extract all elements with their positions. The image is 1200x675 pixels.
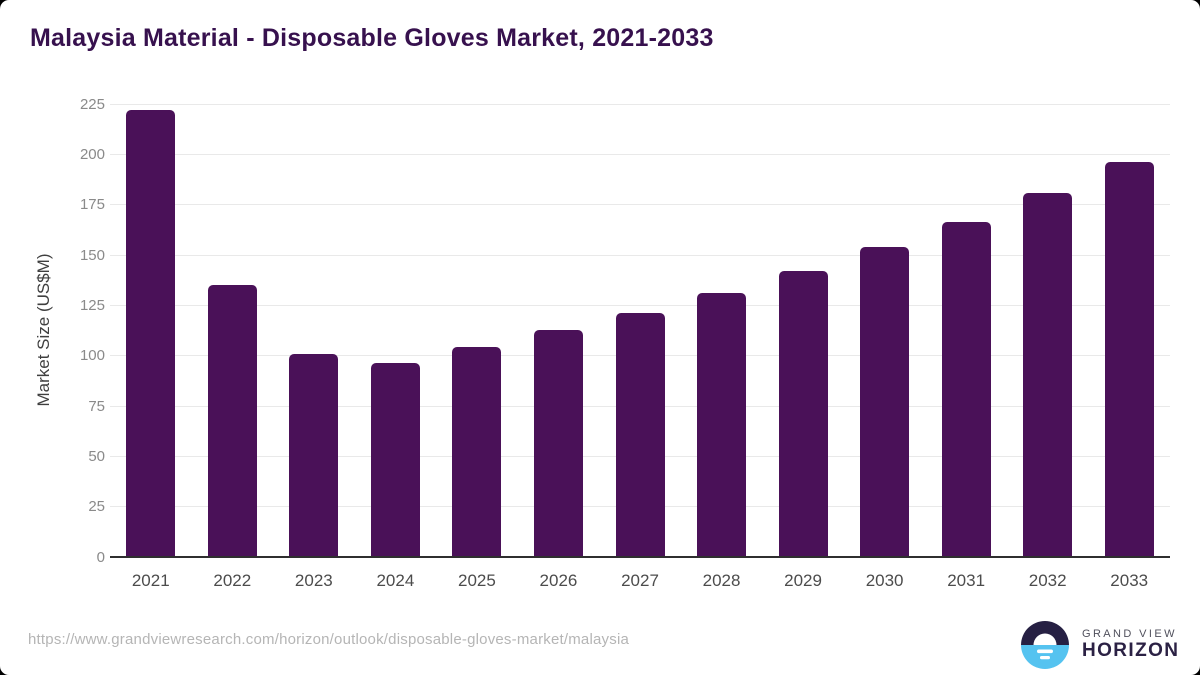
- x-tick-label: 2023: [294, 571, 333, 590]
- bar-2029: [778, 271, 828, 557]
- x-tick-label: 2027: [621, 571, 659, 590]
- y-tick-label: 125: [79, 296, 105, 314]
- y-tick-label: 150: [79, 246, 105, 264]
- bar-2032: [1023, 193, 1073, 557]
- x-tick-label: 2028: [702, 571, 741, 590]
- bar-2023: [289, 353, 339, 557]
- x-axis-line: [110, 556, 1170, 558]
- bar-2021: [126, 110, 176, 557]
- x-tick-label: 2026: [539, 571, 578, 590]
- x-tick-label: 2033: [1110, 571, 1149, 590]
- bar-2026: [533, 330, 583, 557]
- gridline: [110, 204, 1170, 206]
- gridline: [110, 304, 1170, 306]
- chart-title: Malaysia Material - Disposable Gloves Ma…: [30, 24, 714, 52]
- y-tick-label: 200: [79, 145, 105, 163]
- gridline: [110, 103, 1170, 105]
- bar-2031: [941, 221, 991, 557]
- y-tick-label: 75: [88, 397, 105, 415]
- bar-2033: [1104, 161, 1154, 557]
- bar-2027: [615, 312, 665, 557]
- x-tick-label: 2032: [1028, 571, 1067, 590]
- horizon-sun-icon: [1021, 621, 1069, 669]
- gridline: [110, 254, 1170, 256]
- y-tick-label: 175: [79, 196, 105, 214]
- x-tick-label: 2031: [947, 571, 986, 590]
- bar-2022: [207, 284, 257, 557]
- logo-line1: GRAND VIEW: [1082, 628, 1177, 640]
- y-tick-label: 25: [88, 498, 105, 516]
- x-tick-label: 2025: [458, 571, 496, 590]
- bar-2024: [370, 362, 420, 557]
- bar-2025: [452, 347, 502, 557]
- x-tick-label: 2029: [784, 571, 822, 590]
- y-tick-label: 0: [96, 548, 105, 566]
- y-tick-label: 100: [79, 347, 105, 365]
- source-url: https://www.grandviewresearch.com/horizo…: [28, 631, 630, 648]
- x-tick-label: 2030: [865, 571, 904, 590]
- logo-text: GRAND VIEW HORIZON: [1082, 628, 1179, 662]
- grand-view-horizon-logo: GRAND VIEW HORIZON: [1021, 621, 1179, 669]
- bar-2030: [860, 247, 910, 557]
- logo-line2: HORIZON: [1082, 640, 1180, 661]
- gridline: [110, 153, 1170, 155]
- x-tick-label: 2022: [213, 571, 252, 590]
- x-tick-label: 2024: [376, 571, 415, 590]
- y-tick-label: 50: [88, 447, 105, 465]
- x-tick-label: 2021: [131, 571, 170, 590]
- y-tick-label: 225: [79, 95, 105, 113]
- bar-2028: [697, 292, 747, 557]
